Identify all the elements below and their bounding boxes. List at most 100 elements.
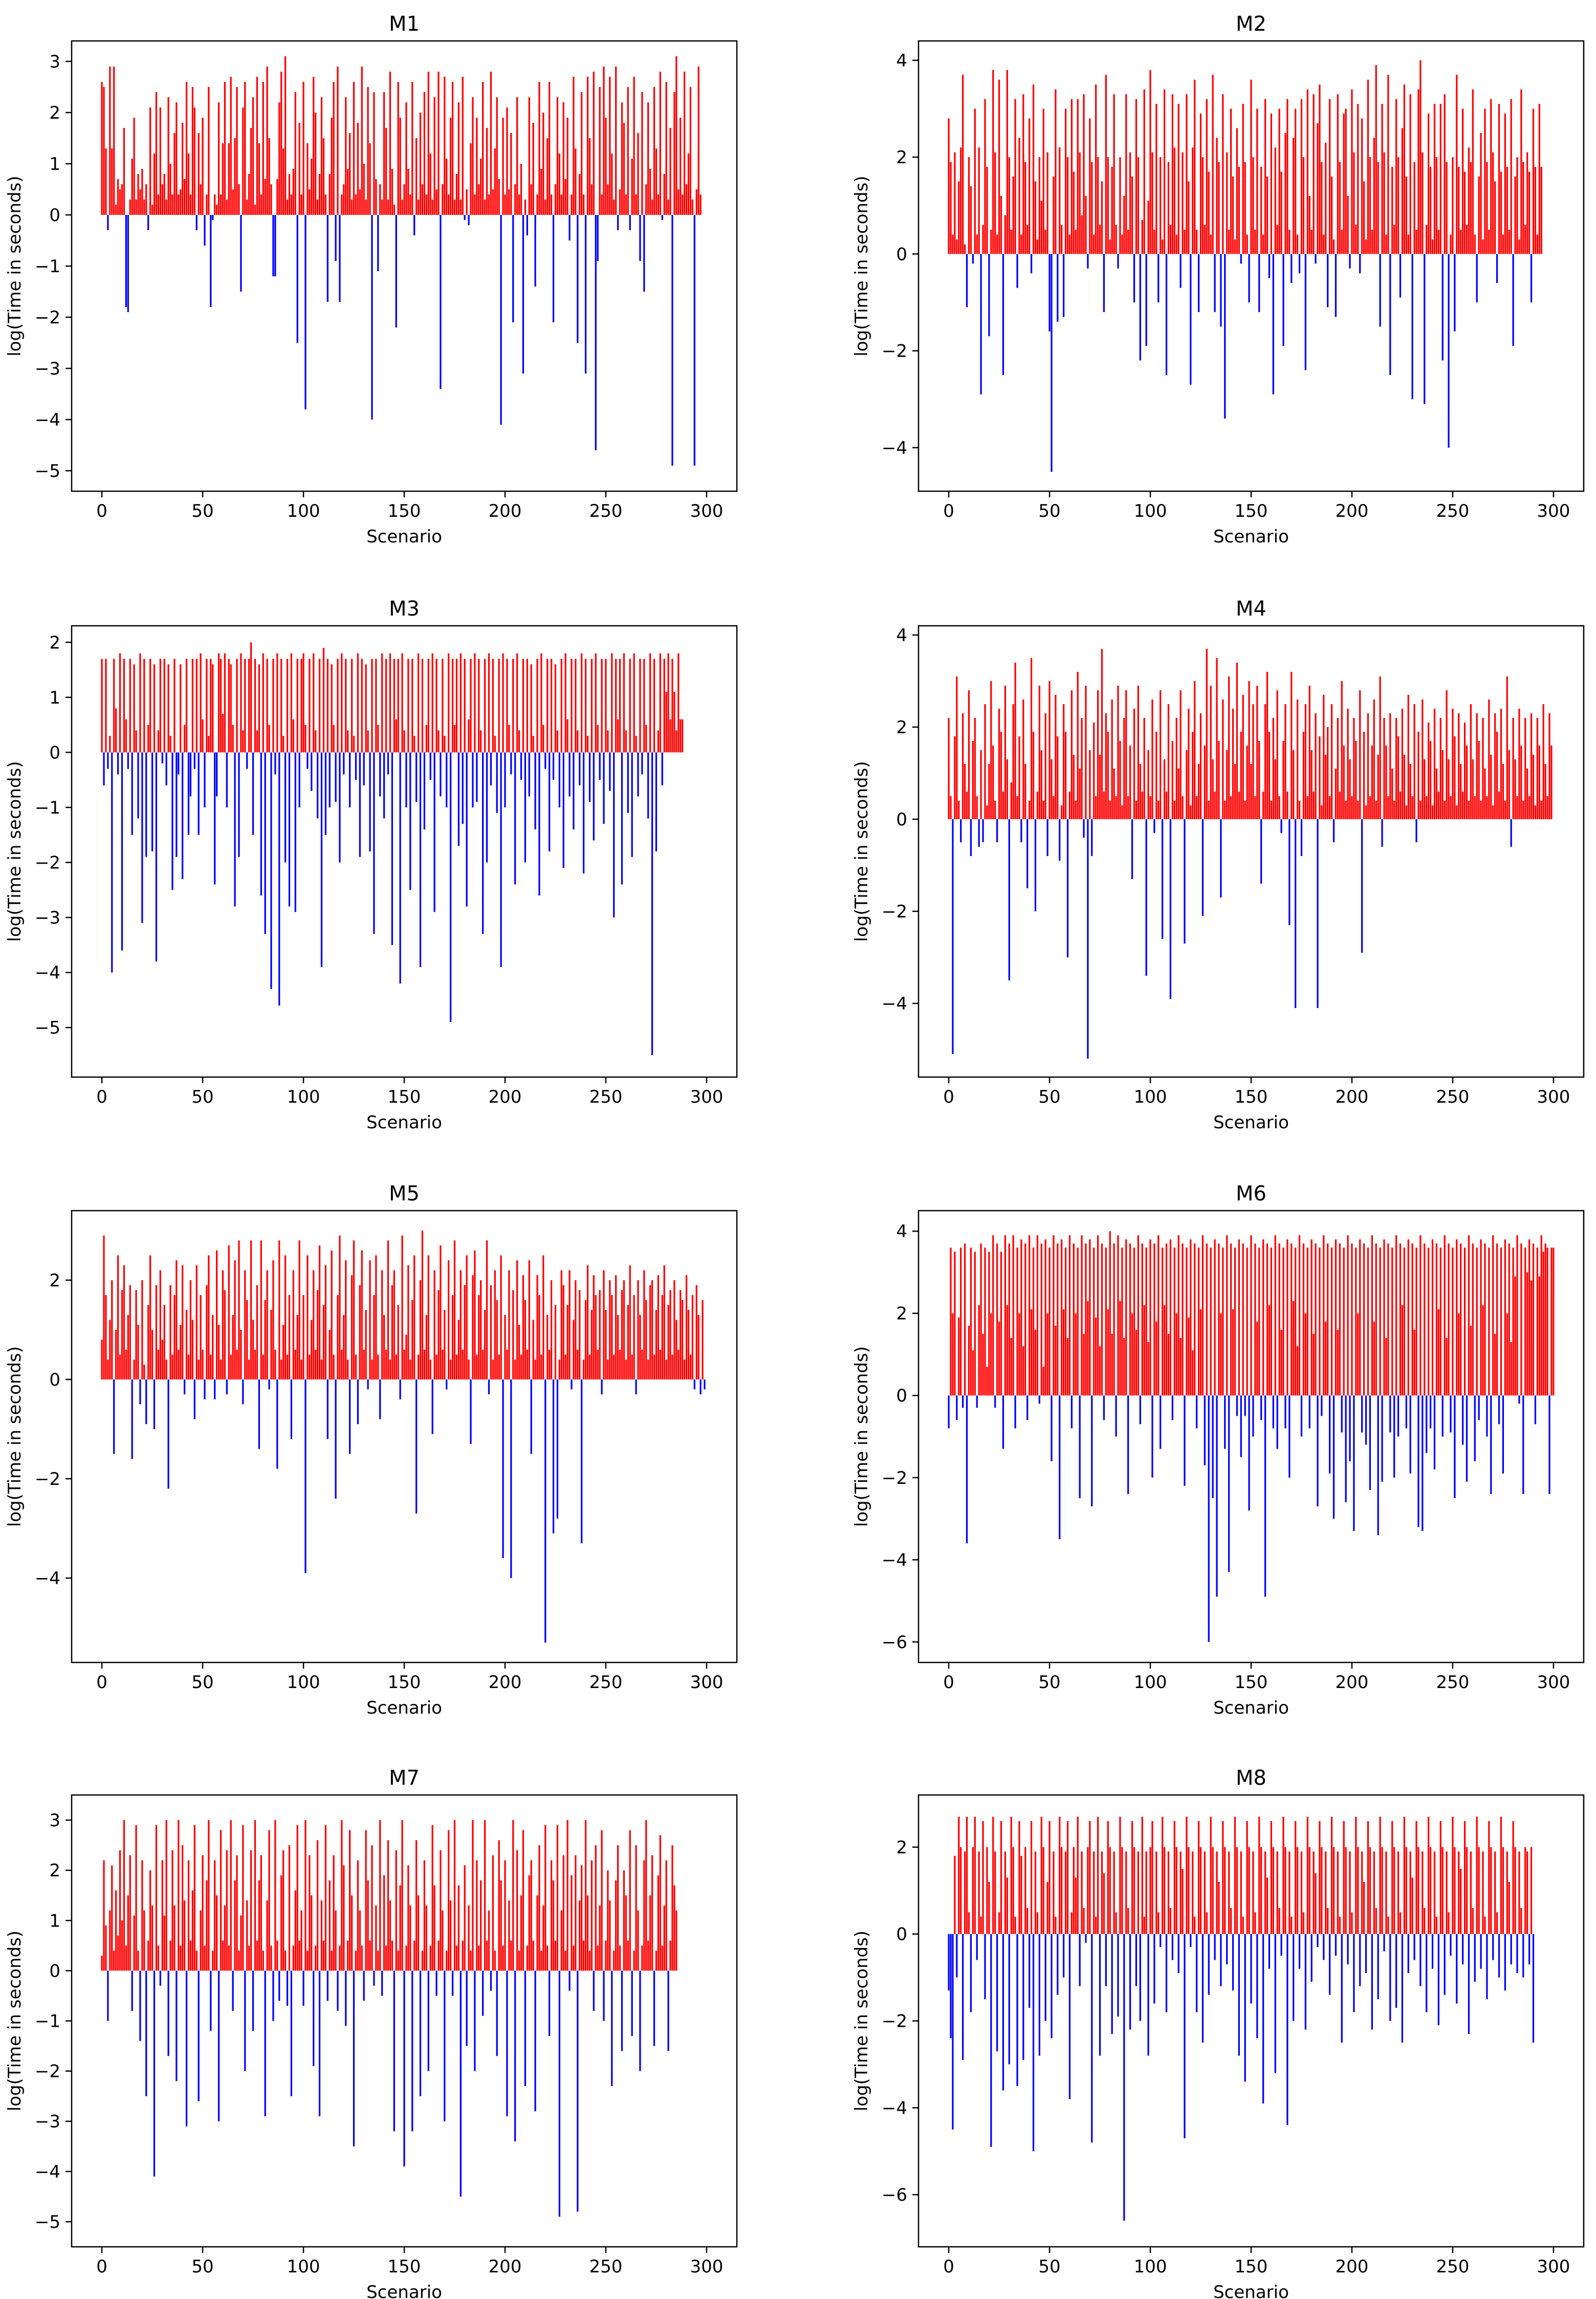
bar bbox=[449, 752, 452, 1022]
bar bbox=[1375, 801, 1377, 819]
bar bbox=[1337, 718, 1339, 819]
bar bbox=[1165, 1243, 1168, 1396]
bar bbox=[1492, 1934, 1494, 1960]
y-tick-label: −5 bbox=[35, 1018, 60, 1038]
bar bbox=[1093, 1247, 1095, 1396]
bar bbox=[1053, 1235, 1055, 1396]
bar bbox=[242, 730, 244, 753]
bar bbox=[1248, 1847, 1250, 1934]
bar bbox=[290, 653, 293, 753]
bar bbox=[217, 102, 220, 215]
bar bbox=[685, 1275, 688, 1380]
bar bbox=[492, 189, 494, 215]
bar bbox=[1365, 805, 1367, 819]
bar bbox=[405, 1334, 407, 1380]
bar bbox=[615, 1275, 617, 1380]
bar bbox=[1381, 819, 1383, 847]
bar bbox=[1546, 796, 1548, 819]
bar bbox=[1506, 1851, 1508, 1934]
bar bbox=[1214, 792, 1216, 819]
bar bbox=[409, 1905, 411, 1971]
bar bbox=[1119, 741, 1121, 819]
bar bbox=[502, 1379, 504, 1559]
bar bbox=[663, 1905, 665, 1971]
bar bbox=[1367, 713, 1369, 819]
bar bbox=[609, 1280, 611, 1380]
bar bbox=[1066, 1338, 1069, 1396]
bar bbox=[1059, 1395, 1061, 1540]
bar bbox=[1532, 108, 1535, 254]
bar bbox=[1131, 1313, 1133, 1396]
bar bbox=[1296, 1346, 1299, 1396]
bar bbox=[391, 752, 393, 945]
bar bbox=[383, 92, 385, 215]
bar bbox=[990, 1934, 992, 2147]
bar bbox=[1068, 1934, 1071, 2099]
bar bbox=[1327, 1908, 1329, 1934]
bar bbox=[1319, 1821, 1321, 1934]
bar bbox=[994, 152, 996, 254]
bar bbox=[1258, 1816, 1260, 1934]
bar bbox=[173, 1905, 176, 1971]
bar bbox=[637, 1910, 639, 1971]
bar bbox=[1300, 99, 1303, 254]
bar bbox=[139, 1970, 141, 2041]
bar bbox=[1510, 1342, 1512, 1396]
bar bbox=[149, 1255, 151, 1380]
bar bbox=[355, 752, 357, 780]
bar bbox=[329, 1880, 331, 1971]
bar bbox=[1270, 1247, 1273, 1396]
bar bbox=[962, 1395, 964, 1408]
y-axis-label: log(Time in seconds) bbox=[5, 761, 25, 942]
bar bbox=[202, 118, 204, 215]
bar bbox=[431, 1379, 433, 1434]
bar bbox=[1002, 254, 1004, 375]
bar bbox=[230, 77, 232, 215]
x-tick-label: 0 bbox=[943, 1672, 954, 1693]
bar bbox=[250, 642, 252, 753]
bar bbox=[605, 1310, 607, 1380]
bar bbox=[960, 147, 962, 254]
bar bbox=[185, 1970, 188, 2127]
bar bbox=[1337, 1851, 1339, 1934]
chart-title: M4 bbox=[1236, 597, 1266, 621]
bar bbox=[216, 1250, 218, 1380]
bar bbox=[1500, 171, 1502, 254]
bar bbox=[599, 87, 601, 215]
x-tick-label: 50 bbox=[1038, 501, 1060, 521]
bar bbox=[962, 713, 964, 819]
bar bbox=[298, 1240, 300, 1380]
y-tick-label: 0 bbox=[49, 1961, 60, 1981]
bar bbox=[1395, 718, 1397, 819]
bar bbox=[677, 1349, 680, 1380]
bar bbox=[613, 1354, 615, 1380]
bar bbox=[1504, 1934, 1506, 1991]
bar bbox=[1522, 801, 1524, 819]
bar bbox=[1500, 1247, 1502, 1396]
bar bbox=[697, 67, 699, 215]
bar bbox=[952, 819, 954, 1054]
bar bbox=[333, 725, 335, 753]
bar bbox=[131, 1970, 133, 2011]
bar bbox=[1242, 1243, 1244, 1396]
bar bbox=[1125, 1239, 1127, 1396]
bar bbox=[649, 1285, 651, 1380]
bar bbox=[1014, 1916, 1016, 1934]
bar bbox=[1157, 1235, 1160, 1396]
bar bbox=[1284, 133, 1286, 254]
bar bbox=[292, 169, 294, 215]
bar bbox=[208, 1820, 210, 1971]
bar bbox=[431, 1825, 433, 1971]
bar bbox=[1454, 736, 1456, 819]
bar bbox=[163, 659, 165, 753]
bar bbox=[1232, 1934, 1234, 1991]
bar bbox=[484, 200, 486, 215]
bar bbox=[1066, 157, 1069, 254]
bar bbox=[1532, 1243, 1535, 1396]
bar bbox=[1498, 1395, 1500, 1425]
bar bbox=[232, 1315, 234, 1380]
bar bbox=[1234, 1816, 1236, 1934]
bar bbox=[550, 1860, 553, 1971]
bar bbox=[1504, 801, 1506, 819]
bar bbox=[403, 184, 405, 215]
